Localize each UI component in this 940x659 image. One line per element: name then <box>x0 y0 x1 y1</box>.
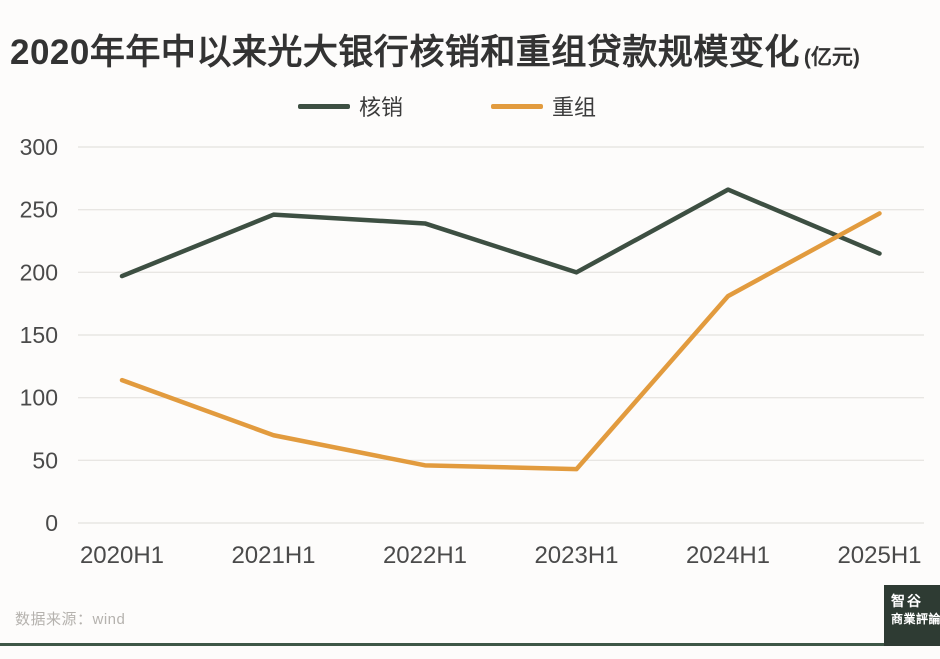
y-tick-label: 50 <box>32 447 58 473</box>
series-line-重组 <box>119 211 882 472</box>
y-tick-label: 200 <box>20 259 58 285</box>
chart-legend: 核销 重组 <box>298 92 596 120</box>
title-row: 2020年年中以来光大银行核销和重组贷款规模变化 (亿元) <box>10 24 940 75</box>
y-tick-label: 100 <box>20 385 58 411</box>
legend-item-chongzu: 重组 <box>491 90 596 122</box>
y-tick-label: 0 <box>45 510 58 536</box>
chart-unit-label: (亿元) <box>803 46 860 69</box>
data-source: 数据来源：wind <box>15 611 126 628</box>
x-tick-label: 2023H1 <box>534 542 618 569</box>
chart-title: 2020年年中以来光大银行核销和重组贷款规模变化 <box>10 33 800 72</box>
x-tick-label: 2020H1 <box>80 542 164 569</box>
legend-label-hexiao: 核销 <box>359 95 404 120</box>
x-tick-label: 2021H1 <box>231 542 315 569</box>
legend-swatch-hexiao-icon <box>298 103 350 109</box>
series-line-核销 <box>119 187 882 279</box>
legend-label-chongzu: 重组 <box>552 95 597 120</box>
y-tick-label: 300 <box>20 134 58 160</box>
y-tick-label: 150 <box>20 322 58 348</box>
y-tick-label: 250 <box>20 197 58 223</box>
bottom-divider <box>0 643 940 646</box>
brand-logo: 智谷 商業評論 <box>884 585 940 646</box>
x-tick-label: 2025H1 <box>837 542 921 569</box>
x-tick-label: 2024H1 <box>686 542 770 569</box>
legend-swatch-chongzu-icon <box>491 103 544 109</box>
brand-logo-line2: 商業評論 <box>891 612 940 626</box>
x-tick-label: 2022H1 <box>383 542 467 569</box>
legend-item-hexiao: 核销 <box>298 90 403 122</box>
brand-logo-line1: 智谷 <box>891 593 923 609</box>
